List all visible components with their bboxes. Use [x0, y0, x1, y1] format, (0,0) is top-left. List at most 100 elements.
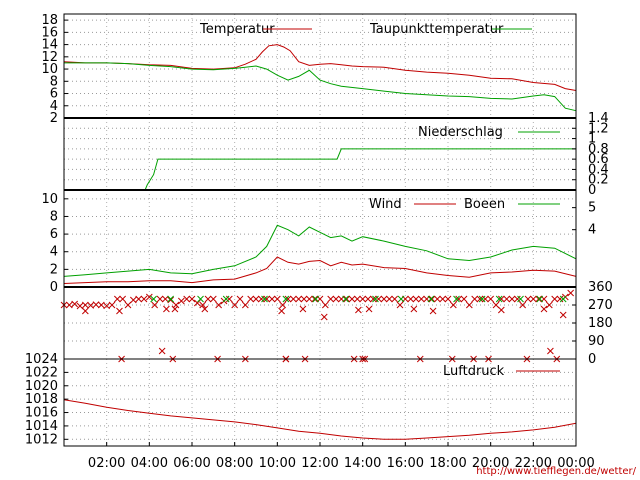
- wind-direction-point: [453, 295, 460, 303]
- wind-direction-point: [151, 301, 159, 309]
- wind-direction-point: [545, 301, 553, 309]
- legend-label: Luftdruck: [443, 364, 505, 379]
- wind-direction-point: [320, 313, 328, 321]
- wind-direction-point: [140, 295, 148, 303]
- wind-direction-point: [163, 305, 170, 313]
- x-tick-label: 14:00: [344, 456, 381, 471]
- wind-direction-point: [257, 295, 265, 303]
- wind-direction-point: [299, 305, 307, 313]
- y-tick-label: 6: [50, 87, 58, 102]
- wind-direction-point: [332, 295, 340, 303]
- y-tick-label: 1016: [25, 406, 58, 421]
- wind-direction-point: [103, 302, 111, 310]
- wind-direction-point: [429, 307, 437, 315]
- wind-direction-point: [312, 295, 320, 303]
- wind-direction-point: [241, 301, 249, 309]
- wind-direction-point: [311, 295, 319, 303]
- wind-direction-point: [209, 295, 217, 303]
- y-tick-label: 1022: [25, 365, 58, 380]
- wind-direction-point: [305, 295, 313, 303]
- wind-direction-point: [236, 295, 244, 303]
- wind-direction-point: [497, 295, 505, 303]
- wind-direction-point: [289, 295, 297, 303]
- wind-direction-point: [167, 295, 175, 303]
- y-tick-label: 1024: [25, 352, 58, 367]
- wind-direction-point: [364, 295, 372, 303]
- wind-direction-point: [263, 295, 271, 303]
- wind-direction-point: [478, 295, 486, 303]
- wind-direction-point: [567, 289, 575, 297]
- y-tick-label: 2: [50, 111, 58, 126]
- x-tick-label: 06:00: [173, 456, 210, 471]
- x-tick-label: 04:00: [131, 456, 168, 471]
- wind-direction-point: [471, 295, 479, 303]
- y-tick-label-right: 360: [588, 280, 613, 295]
- wind-direction-point: [81, 307, 89, 315]
- wind-direction-point: [284, 295, 292, 303]
- wind-direction-point: [279, 301, 287, 309]
- wind-direction-point: [188, 295, 196, 303]
- y-tick-label: 1012: [25, 432, 58, 447]
- y-tick-label-right: 1.4: [588, 111, 609, 126]
- y-tick-label: 1014: [25, 419, 58, 434]
- y-tick-label-right: 0: [588, 183, 596, 198]
- wind-direction-point: [369, 295, 377, 303]
- wind-direction-point: [417, 295, 425, 303]
- y-tick-label-right: 270: [588, 298, 613, 313]
- x-tick-label: 08:00: [216, 456, 253, 471]
- wind-direction-point: [129, 296, 137, 304]
- y-tick-label: 1018: [25, 392, 58, 407]
- wind-direction-point: [372, 295, 379, 303]
- y-tick-label-right: 90: [588, 334, 605, 349]
- wind-direction-point: [222, 295, 230, 303]
- wind-direction-point: [380, 295, 388, 303]
- y-tick-label: 14: [41, 38, 58, 53]
- wind-direction-point: [145, 293, 153, 301]
- wind-direction-point: [156, 295, 164, 303]
- wind-direction-point: [353, 295, 361, 303]
- wind-direction-point: [551, 295, 559, 303]
- wind-direction-point: [529, 295, 537, 303]
- wind-direction-point: [300, 295, 308, 303]
- wind-direction-point: [547, 347, 554, 355]
- wind-direction-point: [343, 295, 351, 303]
- wind-direction-point: [556, 295, 564, 303]
- y-tick-label-right: 0.4: [588, 162, 609, 177]
- wind-direction-point: [559, 311, 567, 319]
- y-tick-label-right: 180: [588, 316, 613, 331]
- wind-direction-point: [439, 295, 447, 303]
- wind-direction-point: [158, 347, 166, 355]
- wind-direction-point: [295, 295, 303, 303]
- y-tick-label: 10: [41, 62, 58, 77]
- series-line-temperatur: [63, 44, 577, 91]
- y-tick-label-right: 0: [588, 352, 596, 367]
- wind-direction-point: [197, 295, 204, 303]
- y-tick-label: 4: [50, 245, 58, 260]
- wind-direction-point: [76, 302, 84, 310]
- wind-direction-point: [92, 301, 100, 308]
- wind-direction-point: [517, 295, 524, 303]
- wind-direction-point: [161, 295, 169, 303]
- wind-direction-point: [410, 305, 418, 313]
- y-tick-label: 8: [50, 74, 58, 89]
- axes-layer: [63, 13, 577, 447]
- credit-link[interactable]: http://www.tiefflegen.de/wetter/: [476, 466, 636, 477]
- wind-direction-point: [327, 295, 335, 303]
- wind-direction-point: [449, 301, 457, 309]
- wind-direction-point: [428, 295, 436, 303]
- y-tick-label-right: 1.2: [588, 121, 609, 136]
- y-tick-label-right: 4: [588, 223, 596, 238]
- x-tick-label: 02:00: [88, 456, 125, 471]
- wind-direction-point: [342, 295, 349, 303]
- wind-direction-point: [150, 295, 157, 303]
- wind-direction-point: [365, 305, 373, 313]
- wind-direction-point: [407, 295, 415, 303]
- legend-label: Niederschlag: [418, 125, 503, 140]
- y-tick-label: 0: [50, 280, 58, 295]
- wind-direction-point: [348, 295, 356, 303]
- wind-direction-point: [201, 305, 209, 313]
- legend-label: Taupunkttemperatur: [369, 22, 504, 37]
- wind-direction-point: [536, 295, 544, 303]
- wind-direction-point: [119, 295, 127, 303]
